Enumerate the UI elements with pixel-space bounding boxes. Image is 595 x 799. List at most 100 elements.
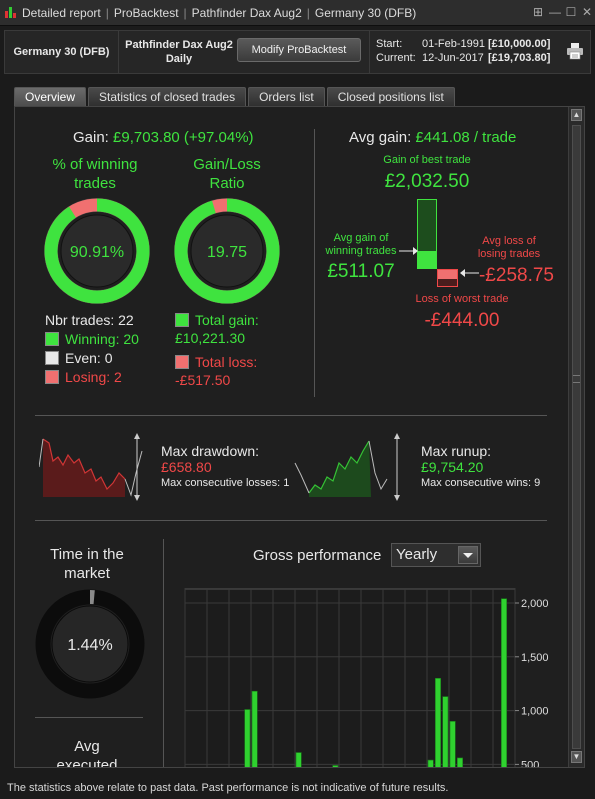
- date-range: Start: 01-Feb-1991 [£10,000.00] Current: 12…: [369, 31, 565, 73]
- y-tick-label: 2,000: [521, 598, 549, 610]
- winning-count: Winning: 20: [65, 331, 139, 347]
- system-name: Pathfinder Dax Aug2: [125, 39, 233, 51]
- total-gain-loss: Total gain: £10,221.30 Total loss: -£517…: [175, 312, 259, 388]
- worst-trade-label: Loss of worst trade: [415, 293, 509, 305]
- section-divider: [35, 520, 547, 521]
- system-name-block: Pathfinder Dax Aug2 Daily: [119, 31, 239, 73]
- drawdown-stats: Max drawdown: £658.80 Max consecutive lo…: [161, 443, 289, 489]
- best-trade-value: £2,032.50: [384, 171, 470, 192]
- winning-trades-title: % of winning trades: [52, 156, 138, 192]
- avg-gain-value: £441.08 / trade: [415, 129, 517, 146]
- vertical-scrollbar[interactable]: ▲ ▼: [568, 107, 584, 767]
- app-chart-icon: [4, 6, 18, 20]
- total-gain-swatch: [175, 313, 189, 327]
- tab-bar: Overview Statistics of closed trades Ord…: [14, 87, 457, 107]
- avg-loss-arrow-icon: [460, 269, 479, 277]
- report-header: Germany 30 (DFB) Pathfinder Dax Aug2 Dai…: [4, 30, 591, 74]
- column-divider: [163, 539, 164, 767]
- avg-win-bar: [417, 251, 437, 269]
- avg-win-arrow-icon: [399, 247, 418, 255]
- time-in-market-donut: 1.44%: [35, 589, 145, 699]
- start-label: Start:: [376, 38, 403, 50]
- vertical-divider: [314, 129, 315, 397]
- gain-summary: Gain: £9,703.80 (+97.04%): [73, 129, 254, 146]
- max-drawdown-label: Max drawdown:: [161, 443, 260, 459]
- scrollbar-grip-icon: [573, 375, 580, 383]
- max-drawdown-value: £658.80: [161, 459, 212, 475]
- trade-counts: Nbr trades: 22 Winning: 20 Even: 0 Losin…: [45, 311, 139, 387]
- chart-bar: [501, 598, 507, 767]
- total-loss-swatch: [175, 355, 189, 369]
- window-title: Detailed report | ProBacktest | Pathfinder D…: [22, 5, 417, 20]
- current-amount: [£19,703.80]: [488, 52, 551, 64]
- losing-count: Losing: 2: [65, 369, 122, 385]
- max-runup-label: Max runup:: [421, 443, 492, 459]
- max-consecutive-losses: Max consecutive losses: 1: [161, 477, 290, 489]
- avg-loss-label: Avg loss of losing trades: [477, 235, 541, 260]
- pin-icon[interactable]: ⊞: [532, 5, 544, 19]
- avg-win-label: Avg gain of winning trades: [325, 232, 397, 257]
- start-amount: [£10,000.00]: [488, 38, 551, 50]
- chart-bar: [457, 757, 463, 767]
- even-count: Even: 0: [65, 350, 113, 366]
- chart-bar: [435, 678, 441, 767]
- gain-loss-ratio-donut: 19.75: [174, 198, 280, 304]
- runup-stats: Max runup: £9,754.20 Max consecutive win…: [421, 443, 540, 489]
- y-tick-label: 1,000: [521, 706, 549, 718]
- total-gain-value: £10,221.30: [175, 330, 246, 346]
- ratio-text: 19.75: [207, 244, 247, 261]
- start-date: 01-Feb-1991: [422, 38, 485, 50]
- chart-bar: [244, 709, 251, 767]
- title-bar: Detailed report | ProBacktest | Pathfinder D…: [0, 0, 595, 26]
- winning-pct-text: 90.91%: [70, 244, 124, 261]
- even-legend-swatch: [45, 351, 59, 365]
- period-select-value: Yearly: [396, 546, 438, 563]
- max-runup-value: £9,754.20: [421, 459, 484, 475]
- worst-trade-value: -£444.00: [424, 310, 500, 331]
- current-date: 12-Jun-2017: [422, 52, 484, 64]
- best-trade-label: Gain of best trade: [383, 154, 471, 166]
- scroll-up-button[interactable]: ▲: [571, 109, 582, 121]
- gain-loss-ratio-title: Gain/Loss Ratio: [193, 156, 261, 192]
- tab-statistics-closed-trades[interactable]: Statistics of closed trades: [88, 87, 247, 107]
- avg-gain-summary: Avg gain: £441.08 / trade: [349, 129, 517, 146]
- chart-bar: [449, 721, 456, 767]
- period-select[interactable]: Yearly: [391, 543, 481, 567]
- gain-value: £9,703.80 (+97.04%): [113, 129, 254, 146]
- printer-icon[interactable]: [566, 42, 584, 60]
- time-in-market-title: Time in the market: [50, 546, 124, 582]
- chevron-down-icon[interactable]: [458, 546, 478, 564]
- losing-legend-swatch: [45, 370, 59, 384]
- close-button[interactable]: ✕: [581, 5, 593, 19]
- modify-probacktest-button[interactable]: Modify ProBacktest: [237, 38, 361, 62]
- y-tick-label: 500: [521, 759, 539, 768]
- scroll-down-button[interactable]: ▼: [571, 751, 582, 763]
- chart-bar: [442, 696, 449, 767]
- chart-bar: [427, 759, 434, 767]
- minimize-button[interactable]: —: [549, 5, 561, 19]
- drawdown-mini-chart: [39, 433, 149, 501]
- max-consecutive-wins: Max consecutive wins: 9: [421, 477, 541, 489]
- avg-executed-title: Avg executed: [56, 738, 118, 768]
- tab-overview[interactable]: Overview: [14, 87, 87, 107]
- avg-loss-bar: [438, 270, 457, 279]
- avg-loss-value: -£258.75: [478, 265, 554, 286]
- timeframe: Daily: [165, 53, 193, 65]
- time-in-market-text: 1.44%: [67, 637, 112, 654]
- chart-bar: [251, 690, 258, 767]
- chart-plot-area: [184, 588, 516, 767]
- tab-closed-positions-list[interactable]: Closed positions list: [326, 87, 455, 107]
- y-tick-label: 1,500: [521, 652, 549, 664]
- chart-bar: [295, 752, 302, 767]
- maximize-button[interactable]: ☐: [565, 5, 577, 19]
- total-loss-value: -£517.50: [175, 372, 231, 388]
- avg-win-value: £511.07: [327, 261, 395, 282]
- nbr-trades: Nbr trades: 22: [45, 312, 134, 328]
- section-divider: [35, 415, 547, 416]
- section-divider: [35, 717, 143, 718]
- runup-mini-chart: [293, 433, 411, 501]
- gross-performance-label: Gross performance: [253, 547, 382, 564]
- scrollbar-thumb[interactable]: [572, 125, 581, 749]
- tab-orders-list[interactable]: Orders list: [248, 87, 325, 107]
- chart-bar: [332, 765, 339, 767]
